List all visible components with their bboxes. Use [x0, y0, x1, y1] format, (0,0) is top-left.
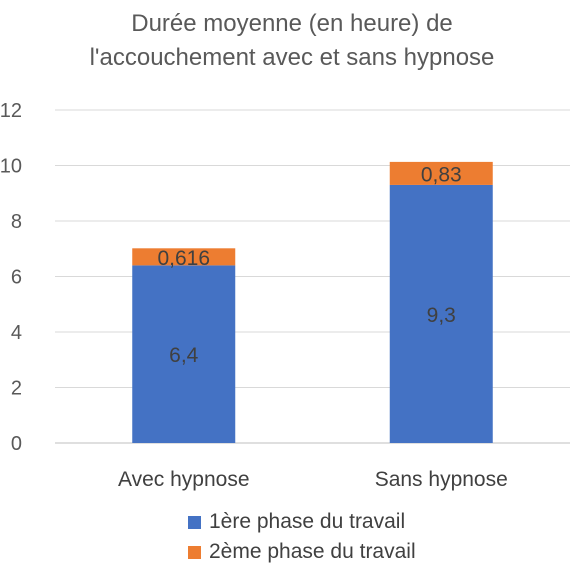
- chart-title-line-1: Durée moyenne (en heure) de: [131, 10, 453, 37]
- x-tick-label: Avec hypnose: [118, 468, 250, 491]
- chart-title-line-2: l'accouchement avec et sans hypnose: [89, 44, 495, 71]
- bar-phase-1: [132, 265, 236, 443]
- y-tick-label: 6: [11, 267, 22, 289]
- data-label: 6,4: [169, 344, 199, 367]
- legend-swatch-series-1: [188, 515, 201, 529]
- legend-label-series-1: 1ère phase du travail: [209, 510, 406, 533]
- y-tick-label: 0: [11, 433, 22, 455]
- y-tick-label: 4: [11, 322, 22, 344]
- y-tick-label: 10: [0, 156, 22, 178]
- bar-phase-2: [389, 161, 493, 185]
- data-label: 0,83: [421, 163, 462, 186]
- legend-item-series-1: 1ère phase du travail: [188, 510, 405, 534]
- legend-item-series-2: 2ème phase du travail: [188, 540, 416, 564]
- bar-phase-2: [132, 248, 236, 266]
- y-tick-label: 2: [11, 378, 22, 400]
- x-tick-label: Sans hypnose: [375, 468, 508, 491]
- data-label: 9,3: [427, 304, 456, 327]
- y-tick-label: 8: [11, 211, 22, 233]
- y-tick-label: 12: [0, 100, 22, 122]
- bar-phase-1: [389, 184, 493, 444]
- legend-label-series-2: 2ème phase du travail: [209, 540, 416, 563]
- data-label: 0,616: [157, 247, 210, 270]
- legend-swatch-series-2: [188, 545, 201, 559]
